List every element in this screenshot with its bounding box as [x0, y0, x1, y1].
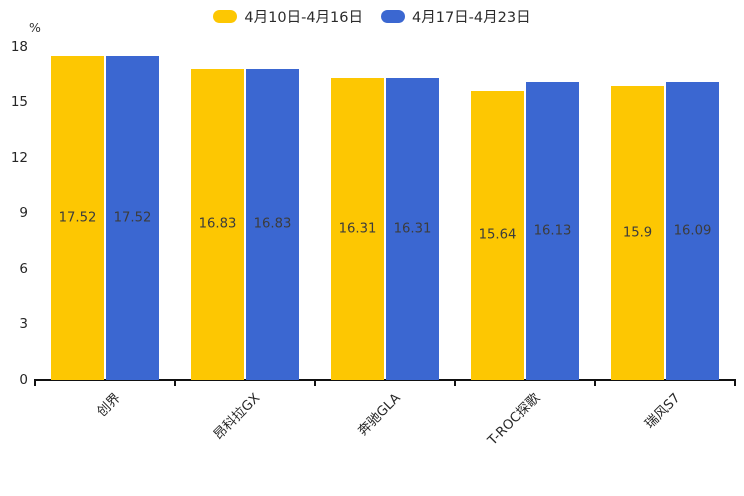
x-tick-mark — [594, 381, 596, 386]
category-label: T-ROC探歌 — [485, 390, 544, 449]
category-label: 瑞风S7 — [642, 390, 684, 432]
bar-value-label: 16.09 — [673, 223, 712, 239]
x-tick-mark — [734, 381, 736, 386]
bar-series1[interactable] — [471, 90, 524, 380]
bar-series1[interactable] — [51, 55, 104, 380]
bar-value-label: 17.52 — [58, 210, 97, 226]
y-tick-label: 0 — [19, 371, 28, 388]
legend-swatch-icon — [381, 10, 405, 23]
bar-value-label: 15.64 — [478, 227, 517, 243]
legend-item[interactable]: 4月17日-4月23日 — [381, 6, 531, 27]
bar-value-label: 16.83 — [198, 216, 237, 232]
bar-series1[interactable] — [191, 68, 244, 380]
bar-value-label: 16.13 — [533, 223, 572, 239]
x-axis-line — [34, 379, 736, 381]
bar-series2[interactable] — [246, 68, 299, 380]
legend-item[interactable]: 4月10日-4月16日 — [213, 6, 363, 27]
bar-series2[interactable] — [666, 82, 719, 380]
bar-series2[interactable] — [386, 78, 439, 380]
legend-label: 4月10日-4月16日 — [244, 10, 363, 26]
bar-value-label: 15.9 — [622, 225, 653, 241]
x-tick-mark — [314, 381, 316, 386]
x-tick-mark — [34, 381, 36, 386]
legend-swatch-icon — [213, 10, 238, 23]
legend-label: 4月17日-4月23日 — [412, 10, 531, 26]
bar-series1[interactable] — [331, 78, 384, 380]
y-tick-label: 18 — [10, 38, 28, 55]
bar-value-label: 16.31 — [338, 221, 377, 237]
bar-series1[interactable] — [611, 85, 664, 380]
bar-series2[interactable] — [106, 55, 159, 380]
chart-legend: 4月10日-4月16日 4月17日-4月23日 — [0, 6, 744, 27]
category-label: 奔驰GLA — [355, 390, 404, 440]
x-tick-mark — [454, 381, 456, 386]
bar-series2[interactable] — [526, 81, 579, 380]
bar-value-label: 16.31 — [393, 221, 432, 237]
y-tick-label: 9 — [19, 205, 28, 221]
y-tick-label: 3 — [19, 316, 28, 332]
y-tick-label: 6 — [19, 260, 28, 277]
category-label: 昂科拉GX — [211, 390, 264, 444]
bar-value-label: 17.52 — [113, 210, 152, 226]
x-tick-mark — [174, 381, 176, 386]
bar-value-label: 16.83 — [253, 216, 292, 232]
y-axis-unit-label: % — [29, 20, 41, 35]
category-label: 创界 — [94, 390, 124, 421]
y-tick-label: 12 — [10, 149, 28, 166]
y-tick-label: 15 — [10, 94, 28, 110]
